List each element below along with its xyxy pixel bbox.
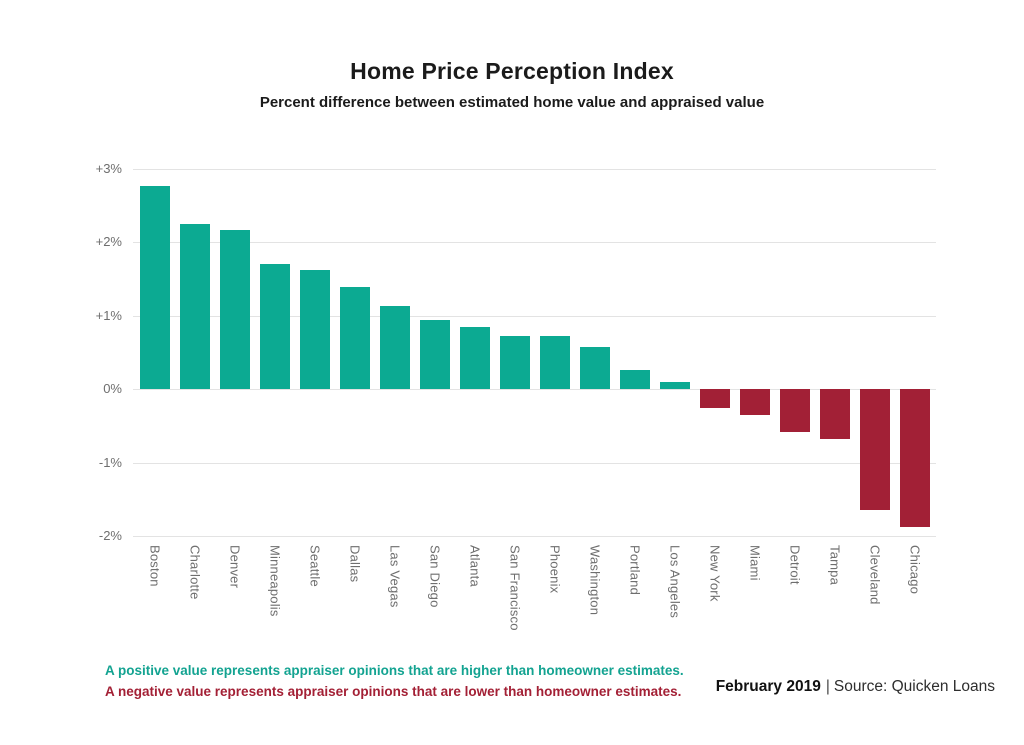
- gridline: [133, 389, 936, 391]
- y-axis-tick-label: -1%: [98, 454, 122, 470]
- x-axis-label: San Diego: [427, 545, 443, 608]
- gridline: [133, 462, 936, 464]
- x-axis-label: Washington: [587, 545, 603, 616]
- separator: |: [825, 678, 830, 695]
- bar-chicago: [900, 389, 930, 528]
- x-axis-label: Denver: [227, 545, 243, 589]
- x-axis-label: Minneapolis: [267, 545, 283, 617]
- bar-dallas: [340, 287, 370, 390]
- x-axis-label: San Francisco: [507, 545, 523, 631]
- bar-los-angeles: [660, 381, 690, 390]
- bar-san-francisco: [500, 335, 530, 390]
- x-axis-label: Chicago: [907, 545, 923, 595]
- y-axis-tick-label: 0%: [103, 381, 122, 397]
- x-axis-label: Miami: [747, 545, 763, 581]
- x-axis-label: Boston: [147, 545, 163, 587]
- gridline: [133, 242, 936, 244]
- source-attribution: February 2019 | Source: Quicken Loans: [716, 678, 995, 696]
- y-axis-tick-label: +1%: [95, 307, 122, 323]
- negative-note: A negative value represents appraiser op…: [105, 684, 682, 699]
- positive-note: A positive value represents appraiser op…: [105, 663, 684, 678]
- bar-detroit: [780, 389, 810, 433]
- bar-washington: [580, 346, 610, 390]
- y-axis-tick-label: +3%: [95, 161, 122, 176]
- bar-miami: [740, 389, 770, 415]
- x-axis-label: Charlotte: [187, 545, 203, 600]
- bar-phoenix: [540, 336, 570, 390]
- y-axis-tick-label: -2%: [98, 528, 122, 543]
- legend-notes: A positive value represents appraiser op…: [105, 660, 684, 702]
- bar-seattle: [300, 269, 330, 390]
- gridline: [133, 315, 936, 317]
- x-axis-label: Detroit: [787, 545, 803, 585]
- x-axis-label: Tampa: [827, 545, 843, 586]
- x-axis-label: New York: [707, 545, 723, 602]
- page-title: Home Price Perception Index: [350, 58, 674, 84]
- page-subtitle: Percent difference between estimated hom…: [259, 94, 765, 111]
- x-axis-label: Las Vegas: [387, 545, 403, 608]
- bar-cleveland: [860, 389, 890, 511]
- x-axis-label: Seattle: [307, 545, 323, 587]
- x-axis-label: Phoenix: [547, 545, 563, 594]
- gridline: [133, 536, 936, 537]
- bar-tampa: [820, 389, 850, 440]
- report-date: February 2019: [715, 678, 821, 695]
- bar-las-vegas: [380, 306, 410, 390]
- bar-chart-plot-area: +3% +2% +1% 0% -1% -2% Boston Charlotte Denver Mi…: [96, 161, 936, 631]
- bar-boston: [140, 185, 170, 390]
- bar-san-diego: [420, 320, 450, 390]
- x-axis-label: Portland: [627, 545, 643, 596]
- bar-new-york: [700, 389, 730, 408]
- bar-denver: [220, 229, 250, 390]
- gridline: [133, 169, 936, 170]
- y-axis-tick-label: +2%: [95, 234, 122, 250]
- bar-charlotte: [180, 224, 210, 390]
- bar-minneapolis: [260, 264, 290, 390]
- x-axis-label: Atlanta: [467, 545, 483, 587]
- bar-portland: [620, 370, 650, 390]
- source-text: Source: Quicken Loans: [833, 678, 995, 695]
- bar-atlanta: [460, 326, 490, 390]
- x-axis-label: Cleveland: [867, 545, 883, 605]
- x-axis-label: Los Angeles: [667, 545, 683, 619]
- x-axis-label: Dallas: [347, 545, 363, 583]
